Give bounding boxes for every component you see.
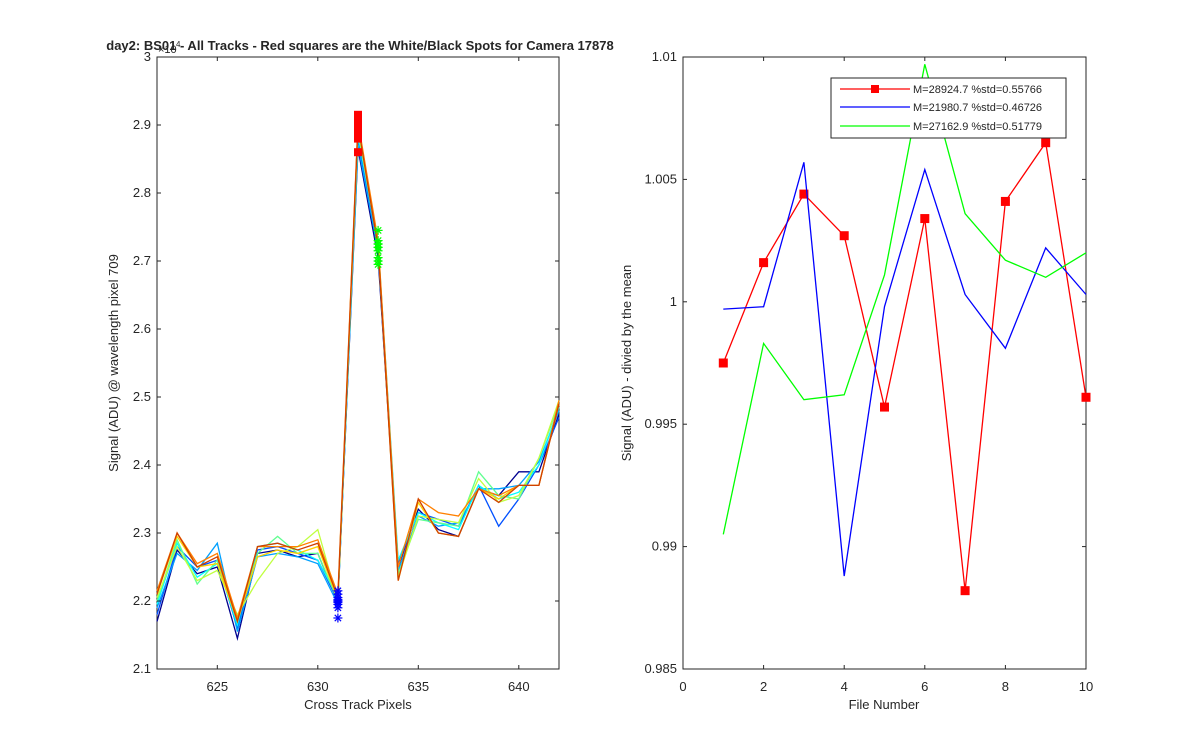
left-axes: 625 630 635 640 2.1 2.2 2.3 2.4 2.5 2.6 2.7 2.8 2.9 3…: [106, 40, 560, 712]
series-square-marker: [839, 231, 849, 241]
x-tick-label: 2: [760, 679, 767, 694]
series-square-marker: [960, 586, 970, 596]
star-marker: [333, 613, 343, 623]
y-tick-label: 2.1: [133, 661, 151, 676]
star-marker: [373, 256, 383, 266]
legend-marker-square: [871, 85, 879, 93]
y-tick-label: 2.8: [133, 185, 151, 200]
right-y-axis-label: Signal (ADU) - divied by the mean: [619, 265, 634, 462]
x-tick-label: 635: [407, 679, 429, 694]
y-tick-label: 1: [670, 294, 677, 309]
left-markers-group: [333, 110, 383, 623]
left-y-exponent-base: ×10: [158, 44, 177, 56]
normalized-series-line: [722, 64, 1087, 535]
x-tick-label: 625: [206, 679, 228, 694]
star-marker: [373, 239, 383, 249]
y-tick-label: 3: [144, 49, 151, 64]
series-square-marker: [759, 258, 769, 268]
y-tick-label: 2.3: [133, 525, 151, 540]
right-ticks-group: 0 2 4 6 8 10 0.985 0.99 0.995 1 1.005 1.01: [644, 49, 1093, 694]
y-tick-label: 0.985: [644, 661, 677, 676]
figure-title: day2: BS01 - All Tracks - Red squares ar…: [106, 38, 613, 53]
star-marker: [373, 225, 383, 235]
series-square-marker: [1041, 138, 1051, 148]
right-plot-area: [682, 56, 1087, 670]
y-tick-label: 0.99: [652, 539, 677, 554]
left-y-axis-label: Signal (ADU) @ wavelength pixel 709: [106, 254, 121, 472]
star-marker: [333, 595, 343, 605]
legend-entry: M=27162.9 %std=0.51779: [840, 121, 1042, 133]
x-tick-label: 630: [307, 679, 329, 694]
right-axes: 0 2 4 6 8 10 0.985 0.99 0.995 1 1.005 1.01 File Num…: [619, 49, 1093, 712]
legend-label: M=21980.7 %std=0.46726: [913, 102, 1042, 114]
x-tick-label: 4: [841, 679, 848, 694]
y-tick-label: 2.7: [133, 253, 151, 268]
y-tick-label: 2.5: [133, 389, 151, 404]
series-square-marker: [799, 189, 809, 199]
left-ticks-group: 625 630 635 640 2.1 2.2 2.3 2.4 2.5 2.6 2.7 2.8 2.9 3: [133, 49, 559, 694]
red-square-marker: [354, 114, 362, 123]
normalized-series-line: [723, 162, 1087, 577]
red-square-marker: [354, 148, 362, 157]
legend-entry: M=21980.7 %std=0.46726: [840, 102, 1042, 114]
series-square-marker: [920, 214, 930, 224]
x-tick-label: 640: [508, 679, 530, 694]
right-x-axis-label: File Number: [849, 697, 920, 712]
x-tick-label: 6: [921, 679, 928, 694]
star-marker: [333, 586, 343, 596]
series-square-marker: [718, 358, 728, 368]
legend-box: [830, 77, 1067, 139]
legend-label: M=28924.7 %std=0.55766: [913, 84, 1042, 96]
y-tick-label: 2.6: [133, 321, 151, 336]
y-tick-label: 2.9: [133, 117, 151, 132]
series-square-marker: [1000, 196, 1010, 206]
y-tick-label: 2.2: [133, 593, 151, 608]
left-y-exponent-power: 4: [176, 40, 181, 49]
y-tick-label: 1.01: [652, 49, 677, 64]
x-tick-label: 0: [679, 679, 686, 694]
legend-entry: M=28924.7 %std=0.55766: [840, 84, 1042, 96]
right-series-group: [718, 64, 1091, 596]
normalized-series-line: [722, 140, 1087, 591]
legend: M=28924.7 %std=0.55766 M=21980.7 %std=0.…: [830, 77, 1067, 139]
y-tick-label: 2.4: [133, 457, 151, 472]
x-tick-label: 10: [1079, 679, 1093, 694]
legend-label: M=27162.9 %std=0.51779: [913, 121, 1042, 133]
series-square-marker: [880, 402, 889, 412]
x-tick-label: 8: [1002, 679, 1009, 694]
series-square-marker: [1081, 392, 1091, 402]
left-x-axis-label: Cross Track Pixels: [304, 697, 412, 712]
y-tick-label: 1.005: [644, 171, 677, 186]
y-tick-label: 0.995: [644, 416, 677, 431]
red-square-marker: [354, 134, 362, 143]
